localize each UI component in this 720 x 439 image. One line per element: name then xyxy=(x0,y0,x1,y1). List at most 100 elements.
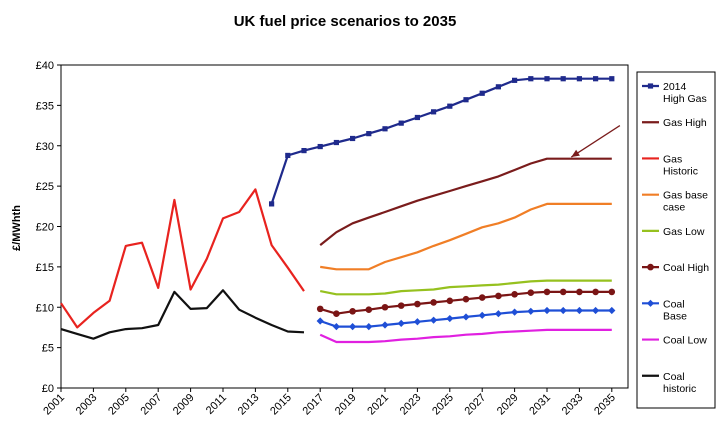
series-coal-base xyxy=(316,306,616,331)
data-point xyxy=(269,201,275,207)
data-point xyxy=(559,306,567,315)
data-point xyxy=(381,303,389,311)
data-point xyxy=(608,306,616,315)
data-point xyxy=(593,76,599,82)
series-coal-low xyxy=(319,328,612,344)
y-tick-label: £5 xyxy=(42,343,54,355)
annotation-layer xyxy=(570,125,621,158)
data-point xyxy=(301,147,307,154)
series-gas-low xyxy=(319,279,612,296)
series-line-gas-high xyxy=(319,157,612,246)
series-coal-historic xyxy=(60,289,305,340)
data-point xyxy=(350,135,356,142)
legend-entry-coal-historic: Coal historic xyxy=(642,371,696,395)
x-tick-label: 2031 xyxy=(527,392,553,418)
data-point xyxy=(430,299,437,306)
data-point xyxy=(447,103,453,109)
series-layer xyxy=(60,76,616,344)
legend-label: Coal historic xyxy=(663,371,696,395)
legend-entry-gas-low: Gas Low xyxy=(642,226,705,238)
annotation-arrow-head xyxy=(571,149,580,158)
series-gas-base-case xyxy=(320,202,612,271)
x-tick-label: 2003 xyxy=(74,392,100,418)
data-point xyxy=(478,294,486,301)
data-point xyxy=(511,291,518,298)
data-point xyxy=(431,109,437,115)
data-point xyxy=(544,76,550,82)
x-tick-label: 2033 xyxy=(560,392,586,418)
y-tick-label: £30 xyxy=(36,141,54,153)
data-point xyxy=(397,302,405,309)
data-point xyxy=(575,306,583,315)
y-tick-label: £20 xyxy=(36,222,54,234)
y-tick-label: £25 xyxy=(36,181,54,193)
data-point xyxy=(527,307,535,315)
legend-label: Coal Low xyxy=(663,335,707,347)
data-point xyxy=(559,288,567,296)
x-tick-label: 2007 xyxy=(139,392,165,418)
y-tick-label: £40 xyxy=(36,60,54,72)
data-point xyxy=(528,76,534,82)
x-tick-label: 2027 xyxy=(463,392,489,418)
data-point xyxy=(446,314,454,323)
data-point xyxy=(592,306,600,315)
data-point xyxy=(446,297,454,305)
chart-title: UK fuel price scenarios to 2035 xyxy=(234,13,457,30)
data-point xyxy=(316,305,324,313)
y-axis-label: £/MWhth xyxy=(11,205,23,251)
data-point xyxy=(576,76,582,82)
x-tick-label: 2009 xyxy=(171,392,197,418)
data-point xyxy=(479,90,485,96)
data-point xyxy=(430,316,438,324)
data-point xyxy=(543,306,551,315)
x-tick-label: 2005 xyxy=(106,392,132,418)
data-point xyxy=(397,319,405,327)
legend: 2014 High Gas Gas High Gas Historic Gas base c… xyxy=(636,71,716,409)
data-point xyxy=(543,288,551,296)
legend-label: Gas Historic xyxy=(663,153,698,177)
data-point xyxy=(381,321,389,329)
series-line-gas-historic xyxy=(60,188,305,329)
y-tick-label: £15 xyxy=(36,262,54,274)
data-point xyxy=(365,306,373,313)
data-point xyxy=(608,288,616,296)
legend-entry-2014-high-gas: 2014 High Gas xyxy=(642,81,707,105)
legend-label: Gas base case xyxy=(663,190,708,214)
data-point xyxy=(317,143,323,150)
legend-entry-gas-high: Gas High xyxy=(642,117,707,129)
x-tick-label: 2001 xyxy=(41,392,67,418)
series-gas-high xyxy=(319,157,612,246)
y-tick-label: £10 xyxy=(36,302,54,314)
x-tick-label: 2011 xyxy=(204,392,229,417)
data-point xyxy=(511,308,519,316)
data-point xyxy=(576,288,583,296)
data-point xyxy=(333,139,339,146)
legend-label: 2014 High Gas xyxy=(663,81,707,105)
legend-marker xyxy=(647,263,654,271)
data-point xyxy=(366,131,372,137)
legend-label: Gas High xyxy=(663,117,707,129)
data-point xyxy=(414,114,420,121)
data-point xyxy=(463,97,469,103)
x-tick-label: 2029 xyxy=(495,392,521,418)
series-2014-high-gas xyxy=(269,76,615,207)
series-line-gas-base-case xyxy=(320,202,612,271)
data-point xyxy=(332,323,340,331)
x-tick-label: 2017 xyxy=(301,392,327,418)
x-tick-label: 2019 xyxy=(333,392,359,418)
y-axis-ticks: £0 £5 £10 £15 £20 £25 £30 £35 £40 xyxy=(36,60,61,395)
series-gas-historic xyxy=(60,188,305,329)
data-point xyxy=(398,120,404,126)
data-point xyxy=(382,126,388,132)
data-point xyxy=(494,310,502,318)
data-point xyxy=(333,310,340,318)
series-line-2014-high-gas xyxy=(270,77,612,205)
legend-entry-coal-low: Coal Low xyxy=(642,335,707,347)
data-point xyxy=(495,84,501,90)
legend-label: Gas Low xyxy=(663,226,705,238)
series-line-gas-low xyxy=(319,279,612,296)
data-point xyxy=(462,313,470,321)
data-point xyxy=(609,76,615,82)
legend-entry-coal-base: Coal Base xyxy=(642,298,687,322)
legend-entry-gas-historic: Gas Historic xyxy=(642,153,698,177)
